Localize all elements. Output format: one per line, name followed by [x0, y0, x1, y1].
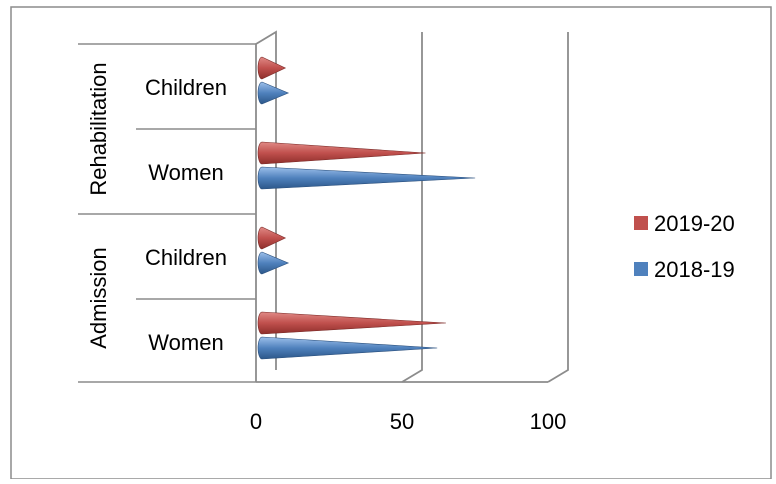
bar-2018-19-cat-2	[257, 166, 476, 190]
bars-layer	[257, 56, 476, 360]
gridline-100	[547, 32, 569, 383]
gridline-50	[401, 32, 423, 383]
category-label-admission-women: Women	[148, 330, 223, 355]
back-wall-left-gridline	[255, 30, 277, 382]
chart-border	[10, 6, 772, 480]
group-label-rehabilitation: Rehabilitation	[86, 62, 111, 195]
x-tick-label-100: 100	[530, 409, 567, 434]
group-label-admission: Admission	[86, 247, 111, 348]
legend: 2019-20 2018-19	[634, 211, 735, 282]
bar-2018-19-cat-0	[257, 336, 438, 360]
legend-label-2019-20: 2019-20	[654, 211, 735, 236]
plot-walls	[255, 30, 569, 383]
category-label-rehab-women: Women	[148, 160, 223, 185]
bar-2019-20-cat-2	[257, 141, 426, 165]
bar-2019-20-cat-1	[257, 226, 287, 250]
bar-2018-19-cat-1	[257, 251, 290, 275]
bar-2018-19-cat-3	[257, 81, 290, 105]
x-tick-label-50: 50	[390, 409, 414, 434]
category-axis-table	[78, 43, 256, 383]
category-label-admission-children: Children	[145, 245, 227, 270]
legend-swatch-2018-19	[634, 262, 648, 276]
legend-swatch-2019-20	[634, 216, 648, 230]
bar-2019-20-cat-3	[257, 56, 287, 80]
legend-label-2018-19: 2018-19	[654, 257, 735, 282]
x-tick-label-0: 0	[250, 409, 262, 434]
bar-2019-20-cat-0	[257, 311, 446, 335]
category-label-rehab-children: Children	[145, 75, 227, 100]
